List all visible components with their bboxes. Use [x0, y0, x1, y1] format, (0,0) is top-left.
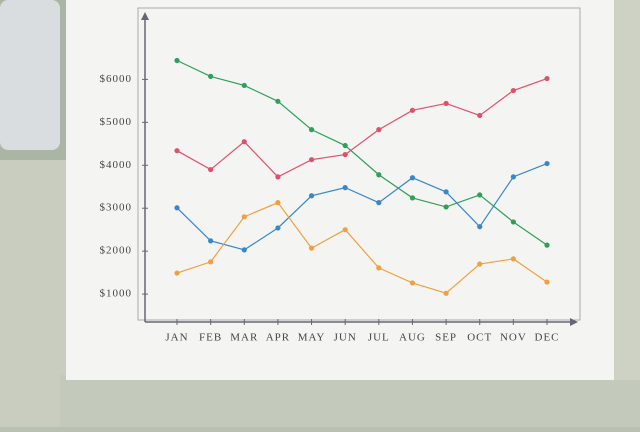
chart-frame [137, 7, 581, 321]
x-tick-label: MAR [230, 332, 258, 344]
point [208, 259, 214, 265]
bill [60, 375, 640, 427]
point [208, 238, 214, 244]
axis-arrow [570, 318, 578, 326]
point [275, 98, 281, 104]
point [308, 127, 315, 133]
point [241, 139, 247, 145]
point [174, 148, 180, 154]
point [510, 219, 516, 225]
y-tick-label: $3000 [100, 202, 133, 214]
point [477, 192, 483, 198]
point [409, 107, 416, 113]
point [510, 256, 516, 262]
point [409, 175, 416, 181]
x-tick-label: SEP [435, 332, 457, 344]
x-tick-label: OCT [467, 332, 492, 344]
series-line [176, 163, 548, 251]
point [376, 200, 382, 206]
point [342, 142, 348, 149]
x-tick-label: MAY [298, 332, 326, 344]
series-line [176, 59, 548, 246]
point [544, 75, 550, 82]
series-line [176, 201, 548, 294]
x-tick-label: JUL [368, 332, 390, 344]
point [308, 245, 315, 251]
x-tick-label: JAN [165, 332, 188, 344]
axis-arrow [141, 12, 149, 20]
point [342, 185, 348, 191]
point [544, 279, 550, 285]
point [477, 261, 483, 267]
paper [66, 0, 614, 380]
x-tick-label: APR [266, 332, 290, 344]
point [544, 160, 550, 167]
point [544, 242, 550, 248]
point [376, 127, 382, 133]
point [443, 290, 449, 296]
point [409, 280, 416, 286]
y-tick-label: $6000 [100, 73, 133, 85]
y-tick-label: $1000 [100, 288, 133, 300]
calculator [0, 0, 60, 150]
point [443, 100, 449, 107]
point [241, 82, 247, 89]
point [275, 174, 281, 180]
point [376, 172, 382, 178]
point [443, 189, 449, 195]
point [342, 227, 348, 233]
point [477, 112, 483, 119]
y-tick-label: $4000 [100, 159, 133, 171]
point [241, 214, 247, 220]
x-tick-label: JUN [334, 332, 357, 344]
x-tick-label: NOV [500, 332, 527, 344]
point [510, 174, 516, 180]
point [510, 87, 516, 94]
point [409, 195, 416, 201]
y-tick-label: $2000 [100, 245, 133, 257]
point [208, 73, 214, 79]
x-tick-label: AUG [399, 332, 426, 344]
point [174, 57, 180, 64]
point [443, 204, 449, 210]
point [208, 166, 214, 173]
point [275, 225, 281, 231]
point [174, 205, 180, 211]
point [376, 265, 382, 271]
point [275, 200, 281, 206]
x-tick-label: DEC [535, 332, 560, 344]
point [342, 151, 348, 158]
y-tick-label: $5000 [100, 116, 133, 128]
bill [0, 160, 70, 427]
point [477, 224, 483, 230]
series-line [176, 77, 548, 178]
x-tick-label: FEB [199, 332, 222, 344]
point [241, 247, 247, 253]
point [308, 157, 315, 163]
point [308, 193, 315, 199]
point [174, 270, 180, 276]
